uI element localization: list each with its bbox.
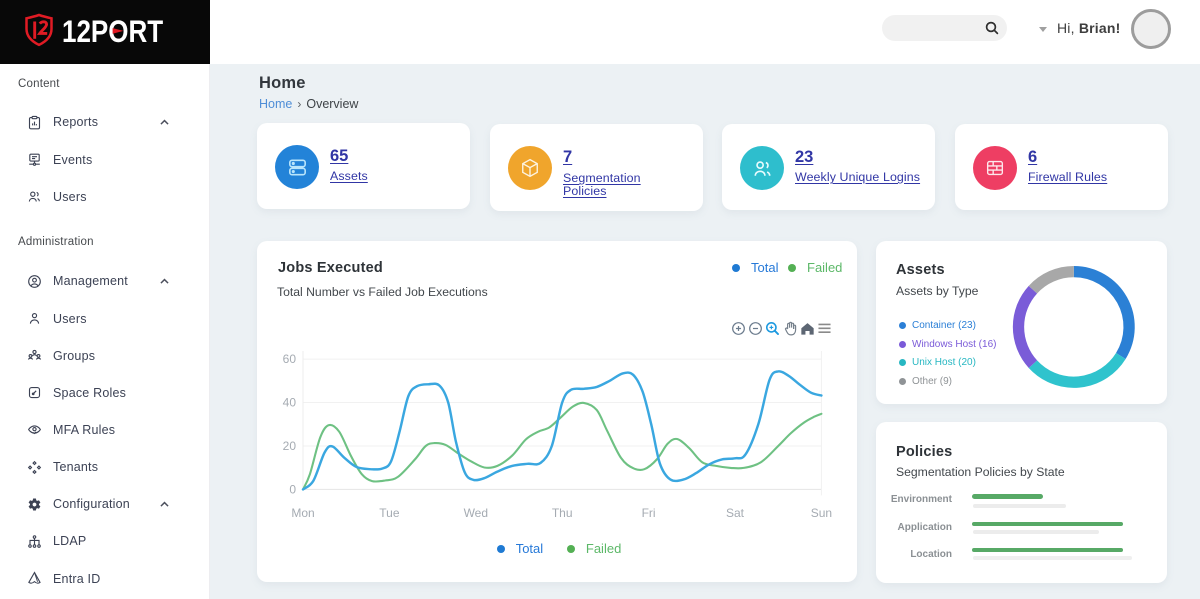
svg-text:Fri: Fri xyxy=(642,506,656,520)
svg-text:Mon: Mon xyxy=(291,506,314,520)
svg-text:Tue: Tue xyxy=(379,506,400,520)
svg-text:60: 60 xyxy=(283,352,297,366)
svg-text:Wed: Wed xyxy=(464,506,488,520)
svg-text:20: 20 xyxy=(283,439,297,453)
svg-text:0: 0 xyxy=(289,482,296,496)
svg-text:Sun: Sun xyxy=(811,506,832,520)
svg-text:Thu: Thu xyxy=(552,506,573,520)
svg-text:Sat: Sat xyxy=(726,506,745,520)
svg-text:40: 40 xyxy=(283,396,297,410)
